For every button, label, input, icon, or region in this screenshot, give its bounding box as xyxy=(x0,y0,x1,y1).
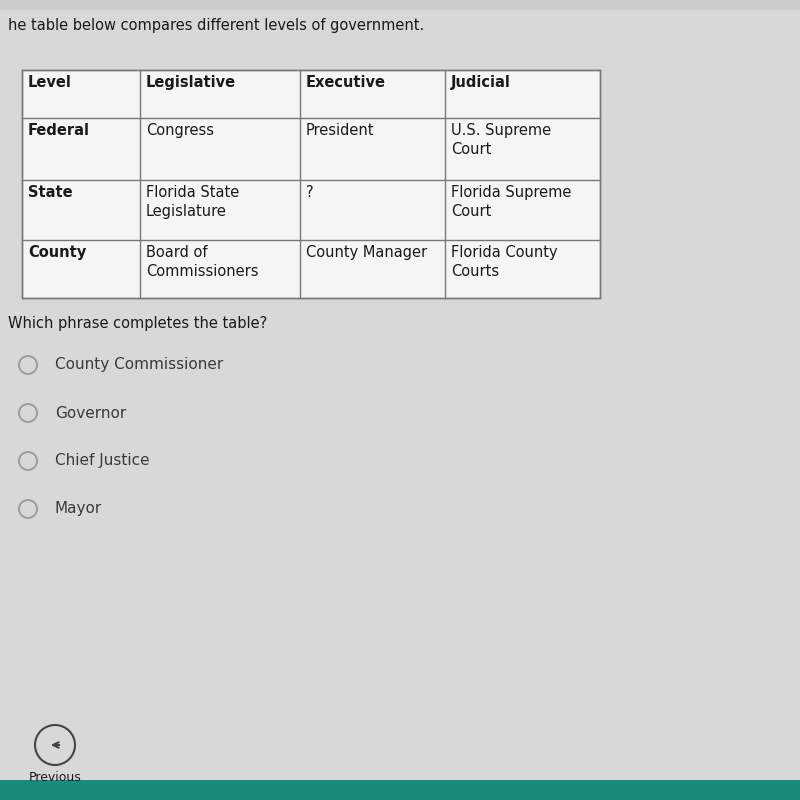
Text: Previous: Previous xyxy=(29,771,82,784)
Text: Federal: Federal xyxy=(28,123,90,138)
Text: State: State xyxy=(28,185,73,200)
Text: Governor: Governor xyxy=(55,406,126,421)
Text: Which phrase completes the table?: Which phrase completes the table? xyxy=(8,316,267,331)
Text: Chief Justice: Chief Justice xyxy=(55,454,150,469)
Text: Executive: Executive xyxy=(306,75,386,90)
Text: County Manager: County Manager xyxy=(306,245,427,260)
Bar xyxy=(0,0,800,10)
Text: Mayor: Mayor xyxy=(55,502,102,517)
Text: Florida State
Legislature: Florida State Legislature xyxy=(146,185,239,218)
Text: he table below compares different levels of government.: he table below compares different levels… xyxy=(8,18,424,33)
Bar xyxy=(0,780,800,800)
Text: ?: ? xyxy=(306,185,314,200)
Text: County: County xyxy=(28,245,86,260)
Text: Level: Level xyxy=(28,75,72,90)
Text: Board of
Commissioners: Board of Commissioners xyxy=(146,245,258,278)
Text: U.S. Supreme
Court: U.S. Supreme Court xyxy=(451,123,551,157)
Text: County Commissioner: County Commissioner xyxy=(55,358,223,373)
Text: Legislative: Legislative xyxy=(146,75,236,90)
Text: Judicial: Judicial xyxy=(451,75,511,90)
Text: Florida County
Courts: Florida County Courts xyxy=(451,245,558,278)
Bar xyxy=(22,70,600,298)
Text: Congress: Congress xyxy=(146,123,214,138)
Text: President: President xyxy=(306,123,374,138)
Text: Florida Supreme
Court: Florida Supreme Court xyxy=(451,185,571,218)
